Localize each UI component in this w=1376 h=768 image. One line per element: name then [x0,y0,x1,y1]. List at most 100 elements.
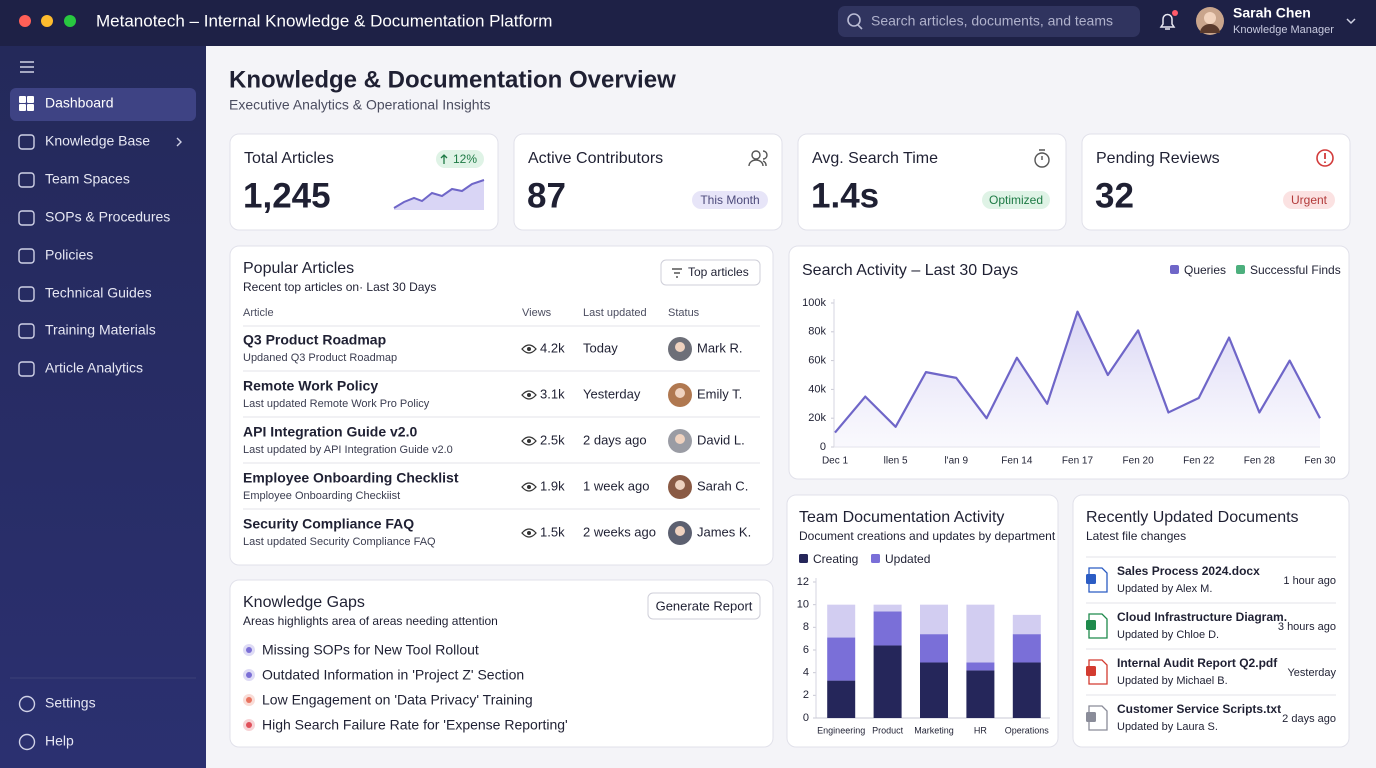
nav-item[interactable]: Technical Guides [45,285,152,301]
column-header: Article [243,307,274,319]
gap-dot [246,647,252,653]
article-updated: 1 week ago [583,478,650,493]
close-button[interactable] [19,15,31,27]
document-author: Updated by Chloe D. [1117,629,1219,641]
filter-icon [672,268,682,278]
legend-label: Successful Finds [1250,263,1341,277]
nav-item[interactable]: Dashboard [45,95,114,111]
article-title: Q3 Product Roadmap [243,332,386,348]
document-time: 3 hours ago [1278,621,1336,633]
nav-icon [19,96,26,103]
gap-item: Missing SOPs for New Tool Rollout [262,642,479,658]
nav-item[interactable]: Settings [45,695,96,711]
top-articles-button[interactable] [660,259,761,286]
search-placeholder: Search articles, documents, and teams [871,13,1113,29]
owner-avatar [675,342,685,352]
search-box[interactable] [838,6,1140,37]
generate-report-button[interactable] [647,592,761,620]
document-name: Sales Process 2024.docx [1117,564,1260,578]
views-icon [527,439,531,443]
article-updated: Yesterday [583,386,641,401]
recent-documents-card [1072,494,1350,748]
user-role: Knowledge Manager [1233,24,1334,36]
bar-segment [920,634,948,663]
user-name: Sarah Chen [1233,5,1311,21]
sidebar [0,46,206,768]
article-owner: Emily T. [697,386,742,401]
kpi-badge [692,191,768,209]
bar-segment [966,604,995,663]
page-title: Knowledge & Documentation Overview [229,66,676,93]
kpi-badge-text: This Month [700,193,759,207]
card-title: Recently Updated Documents [1086,509,1299,526]
nav-icon [18,172,35,188]
contributors-icon [748,150,768,167]
nav-icon [18,286,35,302]
document-time: 1 hour ago [1283,575,1336,587]
article-updated: 2 weeks ago [583,524,656,539]
bar-segment [827,604,856,638]
search-icon [857,24,863,30]
kpi-badge [436,150,484,168]
nav-item[interactable]: Knowledge Base [45,133,150,149]
nav-item[interactable]: Team Spaces [45,171,130,187]
maximize-button[interactable] [64,15,76,27]
chart-subtitle: Document creations and updates by depart… [799,529,1056,543]
kpi-badge [1283,191,1335,209]
kpi-badge-text: 12% [453,152,477,166]
kpi-label: Total Articles [244,150,334,167]
card-subtitle: Recent top articles on· Last 30 Days [243,280,436,294]
bar-segment [827,637,856,681]
x-tick-label: Fen 30 [1304,456,1336,467]
bell-icon[interactable] [1159,13,1176,30]
gap-dot [246,722,252,728]
y-tick-label: 10 [797,599,809,611]
x-tick-label: Fen 17 [1062,456,1094,467]
kpi-badge [982,191,1050,209]
y-tick-label: 6 [803,644,809,656]
article-views: 2.5k [540,432,565,447]
nav-item[interactable]: SOPs & Procedures [45,209,170,225]
bar-segment [1012,614,1041,635]
legend-label: Updated [885,552,930,566]
nav-item[interactable]: Article Analytics [45,360,143,376]
minimize-button[interactable] [41,15,53,27]
x-tick-label: Fen 28 [1244,456,1276,467]
bar-segment [873,645,902,718]
x-tick-label: Fen 20 [1123,456,1155,467]
views-icon [527,485,531,489]
article-subtitle: Employee Onboarding Checkiist [243,490,400,502]
nav-item[interactable]: Help [45,733,74,749]
bar-segment [827,680,856,718]
contributors-icon [751,150,761,160]
column-header: Views [522,307,552,319]
nav-icon [27,96,34,103]
views-icon [527,531,531,535]
kpi-badge-text: Urgent [1291,193,1328,207]
article-title: API Integration Guide v2.0 [243,424,417,440]
legend-label: Queries [1184,263,1226,277]
nav-icon [18,323,35,339]
article-views: 1.5k [540,524,565,539]
nav-item[interactable]: Training Materials [45,322,156,338]
gap-dot [246,697,252,703]
x-tick-label: Product [872,725,904,735]
owner-avatar [675,480,685,490]
y-tick-label: 0 [820,441,826,453]
knowledge-gaps-card [229,579,774,748]
alert-icon [1316,149,1334,167]
bar-segment [920,662,948,718]
button-text: Top articles [688,265,749,279]
timer-icon [1034,152,1050,168]
user-menu-chevron[interactable] [1346,18,1356,25]
nav-item[interactable]: Policies [45,247,93,263]
file-icon [1086,666,1096,676]
article-views: 1.9k [540,478,565,493]
nav-icon [18,210,35,226]
article-updated: 2 days ago [583,432,647,447]
content: Dashboard Knowledge Base Team Spaces SOPs &… [18,95,1351,751]
notification-dot [1172,10,1178,16]
document-name: Internal Audit Report Q2.pdf [1117,656,1278,670]
menu-icon[interactable] [20,61,34,73]
y-tick-label: 100k [802,297,826,309]
